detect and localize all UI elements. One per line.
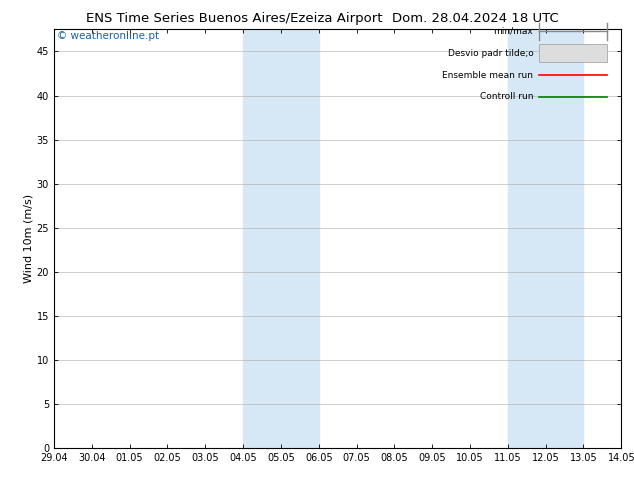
Text: Ensemble mean run: Ensemble mean run bbox=[443, 71, 533, 79]
Text: © weatheronline.pt: © weatheronline.pt bbox=[56, 31, 159, 42]
Bar bbox=[243, 29, 319, 448]
Bar bbox=[539, 44, 607, 63]
Text: min/max: min/max bbox=[494, 27, 533, 36]
Text: ENS Time Series Buenos Aires/Ezeiza Airport: ENS Time Series Buenos Aires/Ezeiza Airp… bbox=[86, 12, 383, 25]
Text: Dom. 28.04.2024 18 UTC: Dom. 28.04.2024 18 UTC bbox=[392, 12, 559, 25]
Text: Desvio padr tilde;o: Desvio padr tilde;o bbox=[448, 49, 533, 58]
Text: Controll run: Controll run bbox=[480, 92, 533, 101]
Bar bbox=[508, 29, 583, 448]
Y-axis label: Wind 10m (m/s): Wind 10m (m/s) bbox=[23, 195, 34, 283]
